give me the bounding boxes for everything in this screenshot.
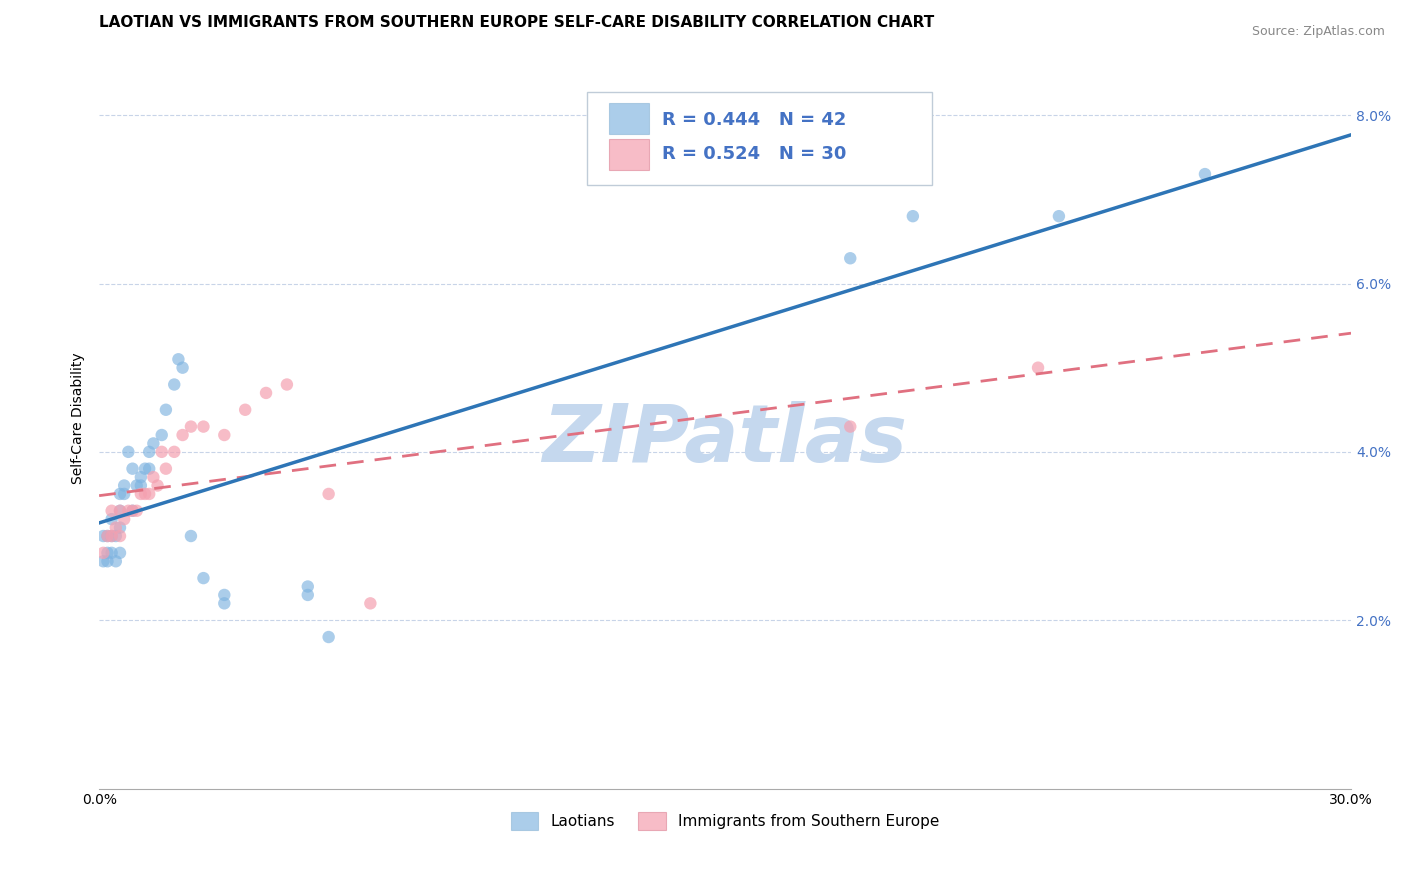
Point	[1026, 360, 1049, 375]
Point	[276, 377, 298, 392]
Point	[121, 504, 143, 518]
Point	[138, 487, 160, 501]
FancyBboxPatch shape	[609, 103, 648, 135]
Point	[214, 596, 236, 610]
Point	[297, 580, 319, 594]
Point	[180, 529, 202, 543]
Point	[146, 478, 169, 492]
Point	[901, 209, 924, 223]
Point	[134, 461, 156, 475]
Point	[142, 436, 165, 450]
Point	[91, 529, 114, 543]
FancyBboxPatch shape	[609, 139, 648, 170]
Point	[129, 478, 152, 492]
Y-axis label: Self-Care Disability: Self-Care Disability	[72, 352, 86, 484]
Point	[150, 445, 173, 459]
Point	[121, 504, 143, 518]
Point	[155, 402, 177, 417]
Point	[839, 419, 862, 434]
Point	[91, 546, 114, 560]
Point	[100, 504, 122, 518]
Text: LAOTIAN VS IMMIGRANTS FROM SOUTHERN EUROPE SELF-CARE DISABILITY CORRELATION CHAR: LAOTIAN VS IMMIGRANTS FROM SOUTHERN EURO…	[100, 15, 935, 30]
Point	[96, 554, 118, 568]
Text: ZIPatlas: ZIPatlas	[543, 401, 907, 479]
Point	[112, 512, 135, 526]
Point	[112, 478, 135, 492]
Text: Source: ZipAtlas.com: Source: ZipAtlas.com	[1251, 25, 1385, 38]
Point	[297, 588, 319, 602]
Point	[233, 402, 256, 417]
Point	[108, 520, 131, 534]
Point	[318, 630, 340, 644]
Text: R = 0.524   N = 30: R = 0.524 N = 30	[662, 145, 846, 162]
Point	[155, 461, 177, 475]
Point	[125, 478, 148, 492]
FancyBboxPatch shape	[588, 92, 932, 185]
Legend: Laotians, Immigrants from Southern Europe: Laotians, Immigrants from Southern Europ…	[505, 805, 945, 837]
Point	[138, 445, 160, 459]
Point	[214, 428, 236, 442]
Point	[172, 360, 194, 375]
Point	[96, 529, 118, 543]
Point	[108, 504, 131, 518]
Point	[108, 529, 131, 543]
Point	[359, 596, 381, 610]
Point	[100, 529, 122, 543]
Point	[142, 470, 165, 484]
Point	[214, 588, 236, 602]
Point	[129, 470, 152, 484]
Point	[100, 546, 122, 560]
Point	[125, 504, 148, 518]
Point	[91, 554, 114, 568]
Point	[150, 428, 173, 442]
Point	[112, 487, 135, 501]
Point	[172, 428, 194, 442]
Point	[129, 487, 152, 501]
Point	[108, 546, 131, 560]
Point	[839, 252, 862, 266]
Point	[138, 461, 160, 475]
Point	[100, 512, 122, 526]
Point	[193, 571, 215, 585]
Point	[104, 554, 127, 568]
Point	[96, 529, 118, 543]
Point	[134, 487, 156, 501]
Point	[318, 487, 340, 501]
Point	[1194, 167, 1216, 181]
Point	[117, 504, 139, 518]
Point	[96, 546, 118, 560]
Point	[108, 487, 131, 501]
Point	[104, 520, 127, 534]
Point	[163, 377, 186, 392]
Point	[100, 529, 122, 543]
Point	[163, 445, 186, 459]
Point	[121, 461, 143, 475]
Point	[167, 352, 190, 367]
Point	[180, 419, 202, 434]
Text: R = 0.444   N = 42: R = 0.444 N = 42	[662, 111, 846, 128]
Point	[108, 504, 131, 518]
Point	[104, 529, 127, 543]
Point	[1047, 209, 1070, 223]
Point	[193, 419, 215, 434]
Point	[254, 386, 277, 401]
Point	[117, 445, 139, 459]
